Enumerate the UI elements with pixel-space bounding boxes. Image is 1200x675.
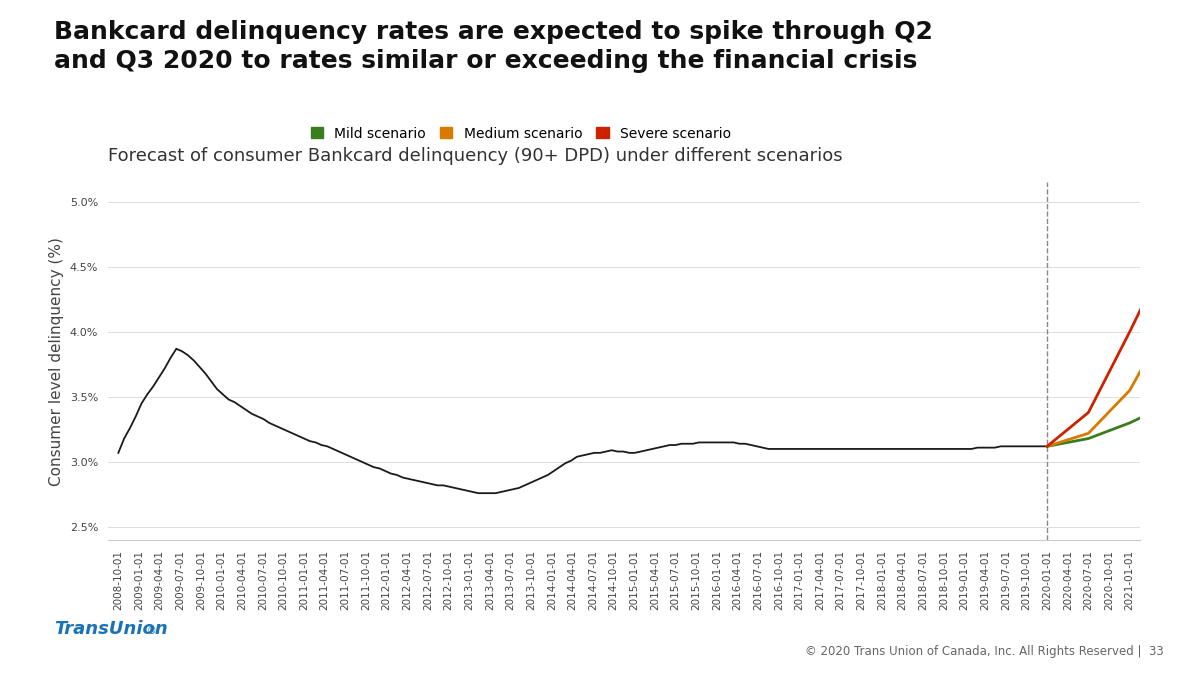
Text: ®: ® [146,626,156,636]
Text: TransUnion: TransUnion [54,620,168,638]
Y-axis label: Consumer level delinquency (%): Consumer level delinquency (%) [49,237,65,485]
Text: © 2020 Trans Union of Canada, Inc. All Rights Reserved |  33: © 2020 Trans Union of Canada, Inc. All R… [805,645,1164,658]
Text: Forecast of consumer Bankcard delinquency (90+ DPD) under different scenarios: Forecast of consumer Bankcard delinquenc… [108,147,842,165]
Legend: Mild scenario, Medium scenario, Severe scenario: Mild scenario, Medium scenario, Severe s… [311,127,731,140]
Text: Bankcard delinquency rates are expected to spike through Q2
and Q3 2020 to rates: Bankcard delinquency rates are expected … [54,20,932,73]
